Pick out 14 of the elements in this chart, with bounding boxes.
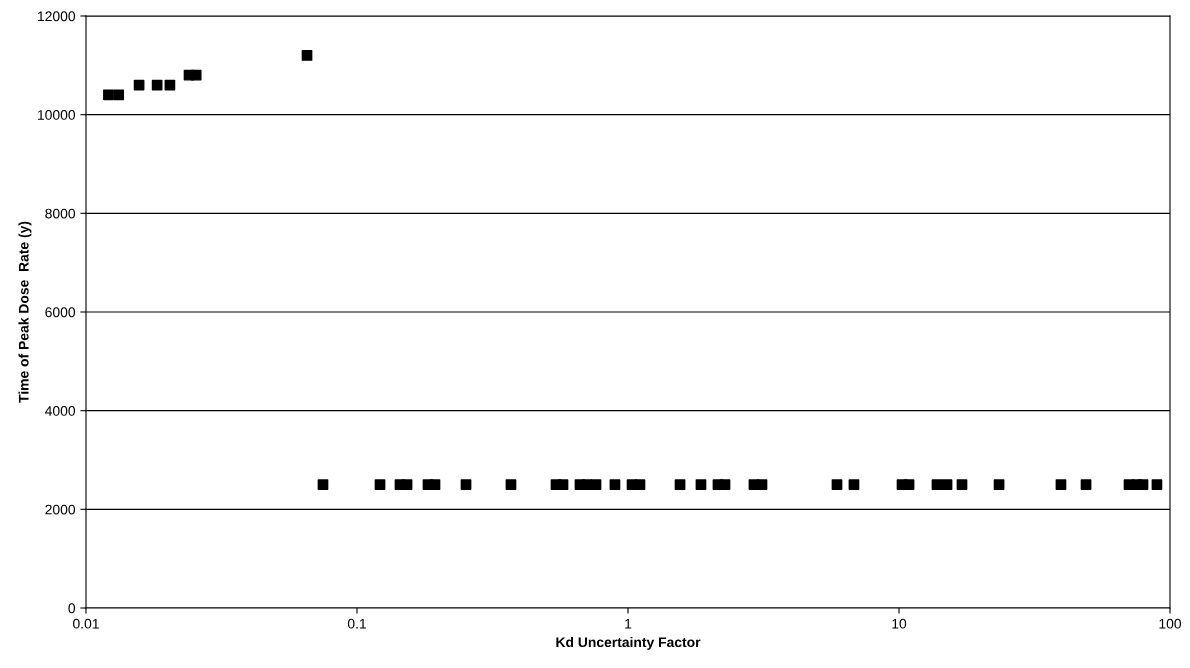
y-tick-label: 0: [68, 603, 76, 614]
y-tick-label: 10000: [38, 110, 76, 120]
x-tick-label: 0.1: [347, 618, 366, 629]
x-tick-label: 1: [625, 618, 632, 629]
x-axis-title: Kd Uncertainty Factor: [556, 636, 701, 650]
x-tick-label: 10: [892, 618, 907, 629]
x-tick-label: 0.01: [73, 618, 99, 629]
y-tick-label: 8000: [45, 208, 76, 219]
y-tick-label: 4000: [45, 406, 76, 416]
x-tick-label: 100: [1159, 618, 1182, 629]
y-axis-title: Time of Peak Dose Rate (y): [18, 221, 32, 403]
y-tick-label: 6000: [45, 307, 76, 318]
y-tick-label: 12000: [38, 11, 76, 22]
y-tick-label: 2000: [45, 504, 76, 515]
